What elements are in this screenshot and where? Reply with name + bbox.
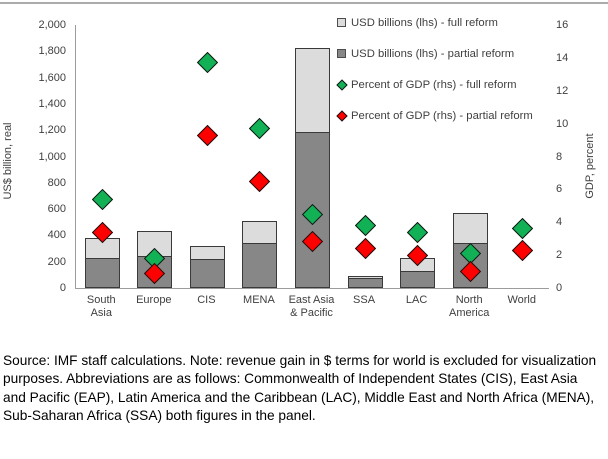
gdp-diamond-full-reform — [354, 214, 376, 237]
gdp-diamond-full-reform — [249, 117, 271, 140]
gdp-diamond-partial-reform — [512, 239, 534, 261]
left-axis-tick: 1,200 — [38, 124, 66, 137]
bar-segment-partial-reform — [242, 242, 278, 288]
legend-label: Percent of GDP (rhs) - full reform — [351, 79, 517, 91]
legend-item: USD billions (lhs) - full reform — [337, 16, 533, 30]
left-axis-tick: 0 — [59, 282, 66, 294]
right-axis-tick: 2 — [556, 249, 563, 262]
legend-marker-diamond-icon — [336, 110, 348, 122]
category-label: SSA — [353, 294, 376, 306]
right-axis-tick: 4 — [556, 216, 563, 229]
right-axis-tick: 6 — [556, 183, 563, 196]
legend-item: USD billions (lhs) - partial reform — [337, 47, 533, 61]
gdp-diamond-partial-reform — [196, 124, 218, 146]
right-axis-tick: 14 — [556, 51, 569, 64]
gdp-diamond-full-reform — [196, 52, 218, 74]
category-label: World — [507, 294, 536, 306]
bar-segment-full-reform — [347, 275, 383, 280]
category-label: MENA — [243, 294, 275, 306]
left-axis-tick: 2,000 — [38, 19, 66, 31]
right-axis-tick: 12 — [556, 84, 569, 97]
category-label: Europe — [136, 294, 172, 306]
category-label: LAC — [405, 294, 428, 306]
legend-marker-square-icon — [337, 49, 346, 58]
bar-segment-full-reform — [452, 213, 488, 245]
right-axis-tick: 0 — [556, 282, 563, 294]
bar-segment-full-reform — [242, 220, 278, 244]
legend-item: Percent of GDP (rhs) - full reform — [336, 78, 533, 92]
figure-top-border — [0, 2, 608, 4]
right-axis-tick: 16 — [556, 19, 569, 31]
bar-segment-full-reform — [189, 245, 225, 261]
right-axis-tick: 8 — [556, 150, 563, 163]
right-axis-tick: 10 — [556, 117, 569, 130]
chart-legend: USD billions (lhs) - full reform USD bill… — [336, 16, 533, 140]
left-axis-tick: 600 — [47, 203, 66, 216]
legend-label: Percent of GDP (rhs) - partial reform — [351, 110, 533, 122]
plot-area — [75, 25, 549, 289]
bar-segment-partial-reform — [189, 259, 225, 288]
category-label: North America — [448, 294, 490, 319]
gdp-diamond-partial-reform — [249, 170, 271, 192]
bar-segment-partial-reform — [84, 258, 120, 288]
legend-marker-square-icon — [337, 18, 346, 27]
gdp-diamond-full-reform — [512, 218, 534, 240]
left-axis-tick: 1,800 — [38, 45, 66, 58]
left-axis-tick: 400 — [47, 229, 66, 242]
chart-panel: US$ billion, real GDP, percent USD billi… — [2, 16, 596, 319]
category-label: South Asia — [86, 294, 116, 319]
legend-label: USD billions (lhs) - full reform — [351, 17, 498, 29]
category-label: East Asia & Pacific — [288, 294, 335, 319]
category-label: CIS — [197, 294, 216, 306]
left-axis-tick: 1,000 — [38, 150, 66, 163]
left-axis-tick: 800 — [47, 176, 66, 189]
left-axis-tick: 200 — [47, 255, 66, 268]
bar-segment-partial-reform — [400, 270, 436, 288]
gdp-diamond-full-reform — [91, 188, 113, 210]
legend-label: USD billions (lhs) - partial reform — [351, 48, 515, 60]
gdp-diamond-full-reform — [407, 221, 429, 243]
bar-segment-partial-reform — [347, 278, 383, 288]
source-note: Source: IMF staff calculations. Note: re… — [3, 353, 597, 424]
left-axis-tick: 1,400 — [38, 97, 66, 110]
gdp-diamond-partial-reform — [354, 237, 376, 260]
legend-marker-diamond-icon — [336, 79, 348, 91]
left-axis-tick: 1,600 — [38, 71, 66, 84]
bar-segment-full-reform — [295, 48, 330, 134]
legend-item: Percent of GDP (rhs) - partial reform — [336, 109, 533, 123]
